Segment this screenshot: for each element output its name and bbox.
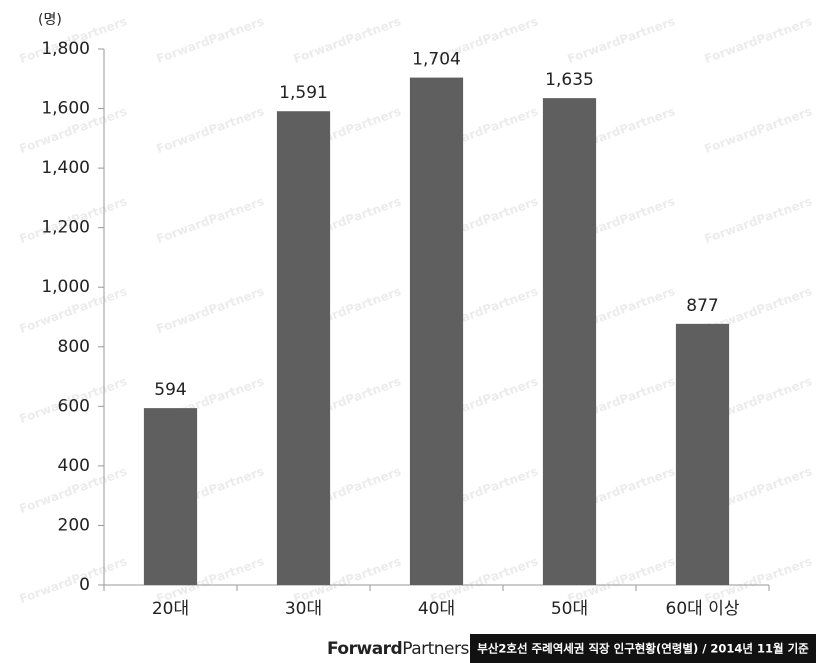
watermark: ForwardPartners (702, 194, 813, 246)
y-tick-label: 200 (58, 515, 90, 535)
footer-caption: 부산2호선 주례역세권 직장 인구현황(연령별) / 2014년 11월 기준 (477, 642, 809, 656)
logo: ForwardPartners (327, 639, 470, 659)
logo-light: Partners (402, 639, 469, 659)
y-tick-label: 1,800 (41, 39, 90, 59)
watermark: ForwardPartners (154, 14, 265, 66)
data-label: 877 (686, 296, 718, 316)
bar (276, 111, 331, 585)
watermark: ForwardPartners (154, 284, 265, 336)
footer-box (470, 634, 816, 663)
y-tick-label: 1,000 (41, 277, 90, 297)
unit-label: (명) (38, 12, 62, 28)
watermark: ForwardPartners (702, 14, 813, 66)
logo-bold: Forward (327, 639, 402, 659)
y-tick-label: 400 (58, 456, 90, 476)
x-tick-label: 20대 (152, 599, 189, 619)
watermark: ForwardPartners (565, 14, 676, 66)
watermark: ForwardPartners (154, 104, 265, 156)
bar (542, 98, 597, 585)
x-tick-label: 60대 이상 (666, 599, 740, 619)
y-tick-label: 1,200 (41, 218, 90, 238)
watermark: ForwardPartners (702, 104, 813, 156)
x-tick-label: 40대 (418, 599, 455, 619)
y-tick-label: 1,600 (41, 99, 90, 119)
x-tick-label: 30대 (285, 599, 322, 619)
bar (409, 77, 464, 585)
data-label: 1,704 (412, 50, 461, 70)
bar (143, 408, 198, 585)
y-tick-label: 600 (58, 396, 90, 416)
watermark: ForwardPartners (291, 14, 402, 66)
bar (675, 323, 730, 585)
watermark: ForwardPartners (154, 194, 265, 246)
y-tick-label: 0 (79, 575, 90, 595)
data-label: 1,635 (545, 70, 594, 90)
y-tick-label: 1,400 (41, 158, 90, 178)
x-tick-label: 50대 (551, 599, 588, 619)
watermark: ForwardPartners (17, 554, 128, 606)
data-label: 1,591 (279, 83, 328, 103)
y-tick-label: 800 (58, 337, 90, 357)
data-label: 594 (154, 380, 186, 400)
